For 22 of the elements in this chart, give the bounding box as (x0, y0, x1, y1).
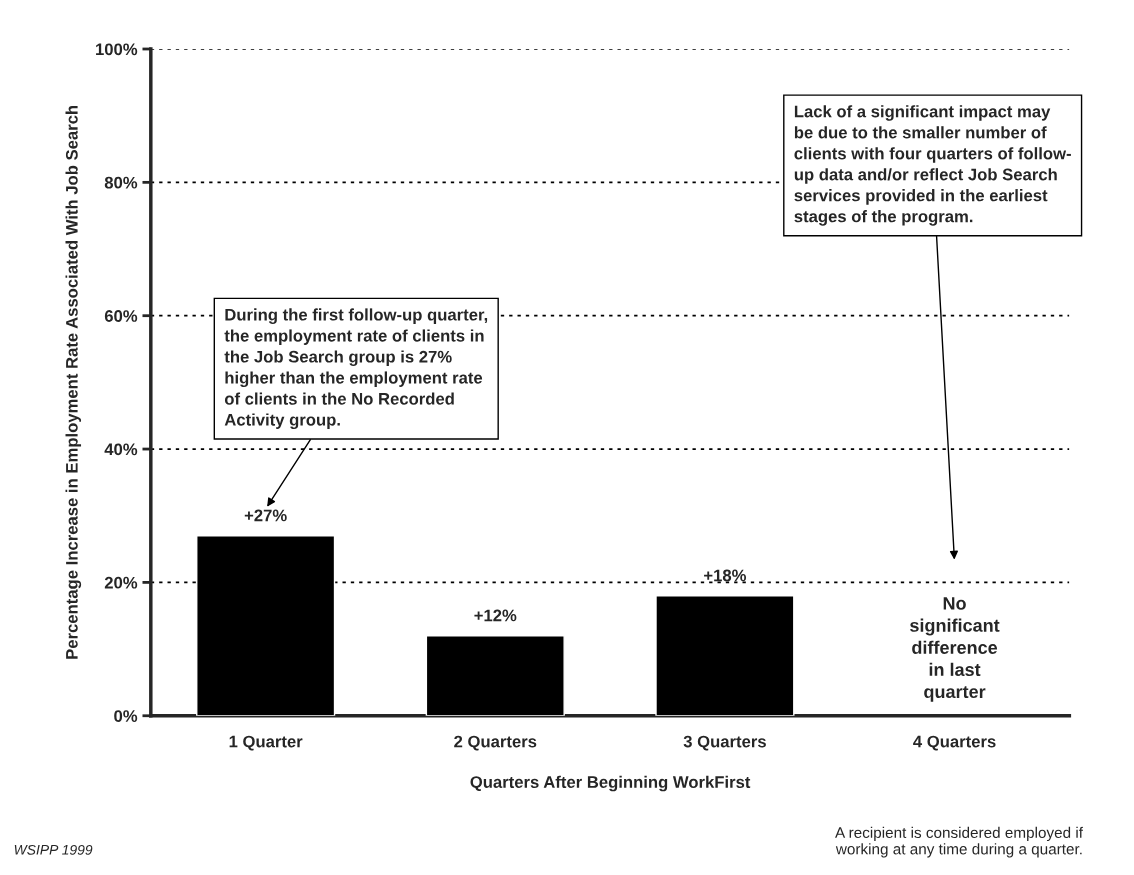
y-tick-label: 80% (104, 176, 138, 189)
y-tick-label: 60% (104, 310, 138, 322)
annotation: No significant difference in last quarter (910, 597, 1000, 702)
y-axis-title: Percentage Increase in Employment Rate Associated With Job Search (65, 105, 82, 659)
annotation: During the first follow-up quarter, the employment rate of clients in the Job Search group is 27% higher than the employment rate of clients in the No Recorded Activity group. (224, 308, 488, 430)
y-tick-label: 100% (96, 43, 138, 56)
y-tick-label: 40% (104, 443, 138, 456)
data-label: +18% (704, 569, 747, 582)
bar (425, 635, 565, 716)
y-tick-label: 20% (104, 576, 138, 589)
bar (655, 595, 795, 716)
x-tick-label: 4 Quarters (913, 735, 996, 751)
annotation: Lack of a significant impact may be due to the smaller number of clients with four quarters of follow- up data and/or reflect Job Search services provided in the earliest stages of the program. (794, 105, 1071, 226)
data-label: +12% (474, 609, 517, 622)
x-axis-title: Quarters After Beginning WorkFirst (470, 775, 751, 792)
x-tick-label: 3 Quarters (683, 735, 766, 751)
y-tick-label: 0% (114, 710, 138, 722)
x-tick-label: 2 Quarters (454, 735, 537, 751)
text: WSIPP 1999 (14, 844, 93, 855)
x-tick-label: 1 Quarter (229, 735, 303, 751)
data-label: +27% (244, 509, 287, 522)
text: A recipient is considered employed if working at any time during a quarter. (835, 826, 1084, 858)
